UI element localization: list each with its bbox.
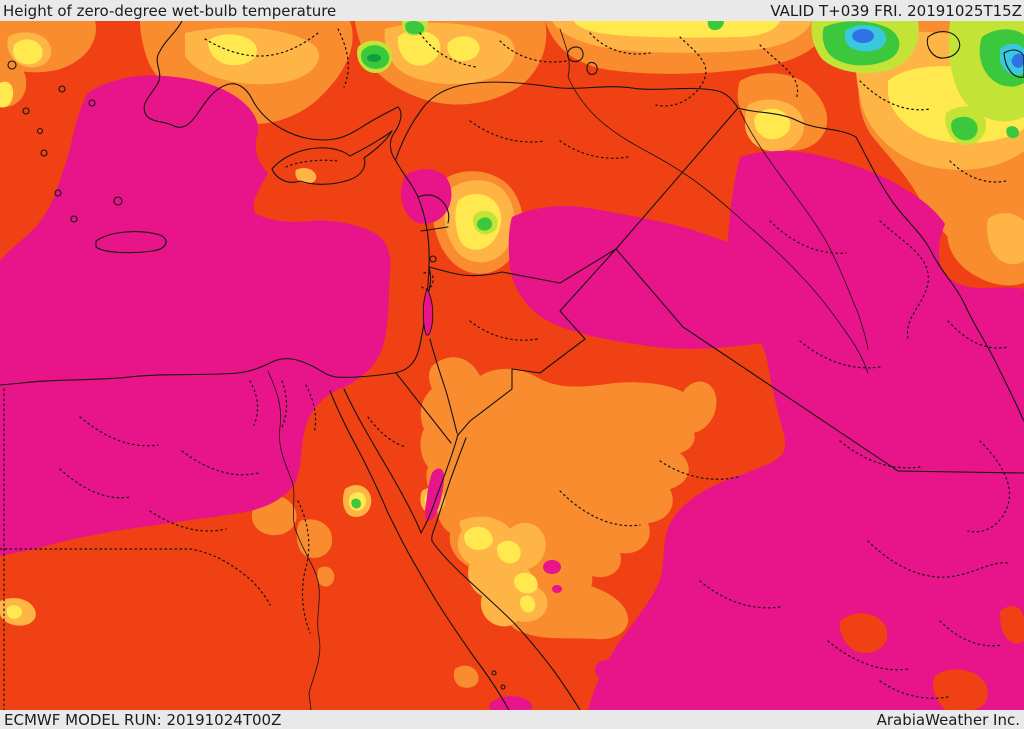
country-borders (395, 81, 1024, 474)
contour-east-edge-amber-core (986, 213, 1024, 265)
credit-label: ArabiaWeather Inc. (876, 710, 1020, 729)
admin-borders-dotted (0, 28, 1010, 710)
contour-magenta-level (0, 75, 1024, 710)
footer-bar: ECMWF MODEL RUN: 20191024T00Z ArabiaWeat… (0, 710, 1024, 729)
dead-sea (422, 288, 434, 336)
coastlines (0, 21, 1024, 710)
forecast-map (0, 21, 1024, 710)
valid-time-label: VALID T+039 FRI. 20191025T15Z (770, 1, 1022, 20)
map-title: Height of zero-degree wet-bulb temperatu… (3, 1, 337, 20)
contour-dark-green-core (367, 54, 381, 62)
model-run-label: ECMWF MODEL RUN: 20191024T00Z (4, 710, 282, 729)
header-bar: Height of zero-degree wet-bulb temperatu… (0, 0, 1024, 21)
rivers (267, 28, 869, 710)
contour-blue-level (852, 29, 1024, 68)
